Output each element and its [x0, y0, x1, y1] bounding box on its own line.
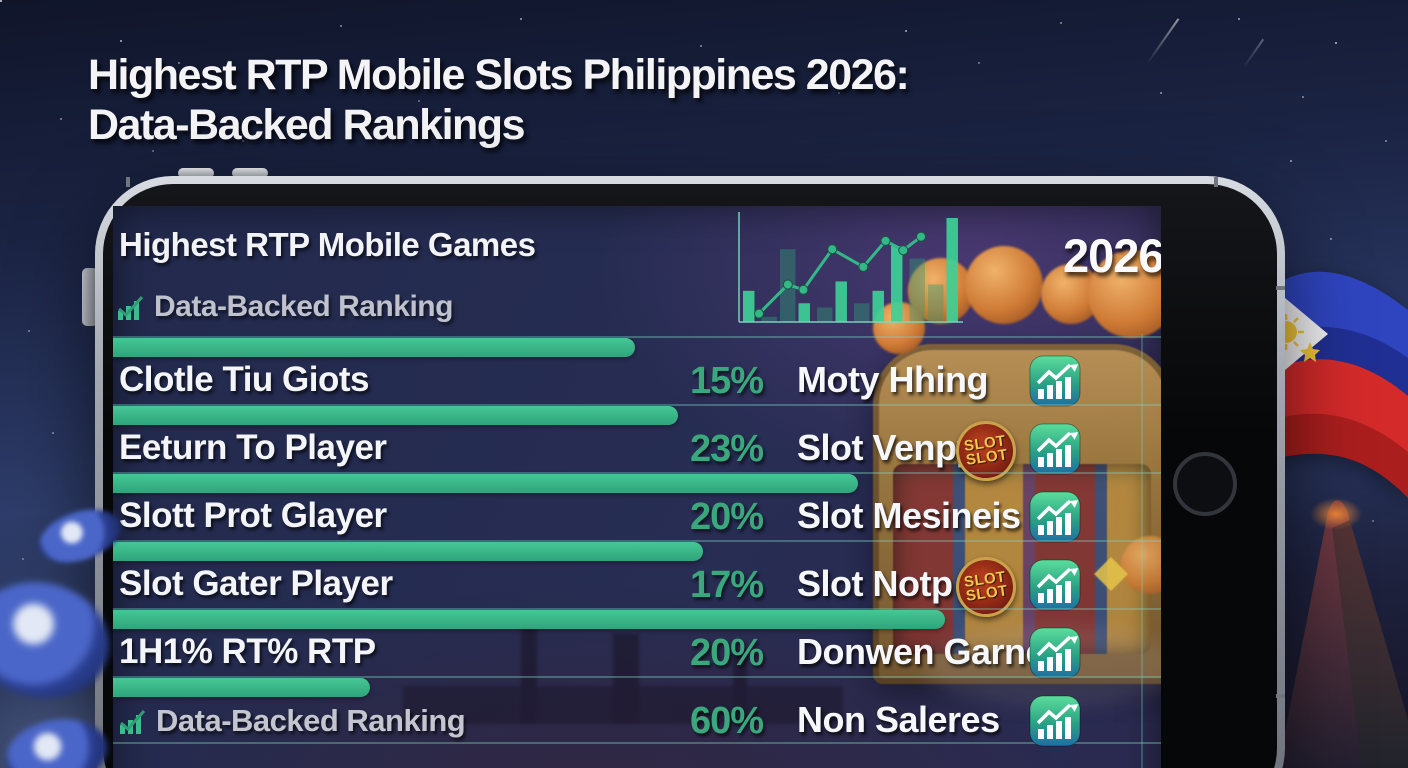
- page-title: Highest RTP Mobile Slots Philippines 202…: [88, 50, 910, 150]
- row-percent: 15%: [689, 360, 764, 402]
- row-percent: 17%: [689, 564, 764, 606]
- row-content: Clotle Tiu Giots 15% Moty Hhing SLOT SLO…: [113, 355, 1161, 407]
- row-bar-track: [113, 338, 1161, 357]
- shooting-star-streak: [1241, 38, 1265, 70]
- phone-volume-button[interactable]: [232, 168, 268, 178]
- slot-badge-text: SLOT: [964, 446, 1009, 469]
- phone-mockup: Highest RTP Mobile Games Data-Backed Ran…: [32, 176, 1285, 768]
- antenna-seam: [1276, 694, 1285, 698]
- ranking-row: Slot Gater Player 17% Slot Notp SLOT SLO…: [113, 540, 1161, 621]
- antenna-seam: [1214, 177, 1218, 187]
- antenna-seam: [126, 177, 130, 187]
- ranking-row: Data-Backed Ranking 60% Non Saleres SLOT…: [113, 676, 1161, 747]
- row-content: Data-Backed Ranking 60% Non Saleres SLOT…: [113, 695, 1161, 747]
- row-percent: 23%: [689, 428, 764, 470]
- app-name: Donwen Garne: [797, 631, 1046, 672]
- row-bar-track: [113, 406, 1161, 425]
- casino-chip-icon: [1121, 536, 1161, 594]
- ranking-list: Clotle Tiu Giots 15% Moty Hhing SLOT SLO…: [113, 336, 1161, 747]
- row-label-text: Slot Gater Player: [119, 564, 393, 603]
- row-bar-track: [113, 474, 1161, 493]
- row-label: Slot Gater Player: [119, 564, 393, 604]
- app-name: Slot Notp: [797, 563, 953, 604]
- row-percent: 60%: [689, 700, 764, 742]
- row-label: 1H1% RT% RTP: [119, 632, 376, 672]
- panel-divider-line: [1141, 334, 1143, 768]
- row-content: 1H1% RT% RTP 20% Donwen Garne SLOT SLOT: [113, 627, 1161, 679]
- page-title-line2: Data-Backed Rankings: [88, 101, 526, 149]
- ranking-row: 1H1% RT% RTP 20% Donwen Garne SLOT SLOT: [113, 608, 1161, 679]
- philippine-flag: [1266, 271, 1408, 498]
- app-name: Moty Hhing: [797, 359, 988, 400]
- row-percent: 20%: [689, 632, 764, 674]
- row-bar-fill: [113, 678, 370, 697]
- row-content: Eeturn To Player 23% Slot Venpy SLOT SLO…: [113, 417, 1161, 485]
- row-label-text: Clotle Tiu Giots: [119, 360, 369, 399]
- trend-bars-check-icon: [120, 709, 146, 734]
- city-skyline-silhouette: [403, 594, 843, 724]
- phone-screen: Highest RTP Mobile Games Data-Backed Ran…: [113, 206, 1161, 768]
- antenna-seam: [1276, 286, 1285, 290]
- screen-subtitle-label: Data-Backed Ranking: [154, 290, 453, 323]
- slot-badge-text: SLOT: [964, 582, 1009, 605]
- growth-app-icon[interactable]: [1029, 695, 1081, 747]
- year-label: 2026: [1063, 229, 1161, 282]
- row-label-text: Slott Prot Glayer: [119, 496, 387, 535]
- row-bar-fill: [113, 474, 859, 493]
- growth-app-icon[interactable]: [1029, 559, 1081, 611]
- growth-app-icon[interactable]: [1029, 491, 1081, 543]
- row-bar-track: [113, 610, 1161, 629]
- trend-bars-check-icon: [118, 295, 144, 320]
- row-percent: 20%: [689, 496, 764, 538]
- row-content: Slott Prot Glayer 20% Slot Mesineis SLOT…: [113, 491, 1161, 543]
- row-bar-fill: [113, 338, 635, 357]
- row-content: Slot Gater Player 17% Slot Notp SLOT SLO…: [113, 553, 1161, 621]
- ranking-row: Eeturn To Player 23% Slot Venpy SLOT SLO…: [113, 404, 1161, 485]
- row-label: Clotle Tiu Giots: [119, 360, 369, 400]
- row-bar-fill: [113, 406, 678, 425]
- volcano-illustration: [1278, 498, 1408, 768]
- row-bar-track: [113, 542, 1161, 561]
- trend-chart: [738, 212, 963, 323]
- row-bar-fill: [113, 542, 704, 561]
- row-label: Slott Prot Glayer: [119, 496, 387, 536]
- casino-chip-icon: [1088, 250, 1161, 338]
- screen-subtitle: Data-Backed Ranking: [117, 290, 453, 324]
- screen-title: Highest RTP Mobile Games: [119, 226, 536, 263]
- phone-volume-button[interactable]: [178, 168, 214, 178]
- growth-app-icon[interactable]: [1029, 423, 1081, 475]
- app-name: Slot Venpy: [797, 427, 977, 468]
- row-label-text: Eeturn To Player: [119, 428, 387, 467]
- row-label-text: 1H1% RT% RTP: [119, 632, 376, 671]
- row-bar-fill: [113, 610, 946, 629]
- app-name: Slot Mesineis: [797, 495, 1021, 536]
- ranking-row: Slott Prot Glayer 20% Slot Mesineis SLOT…: [113, 472, 1161, 543]
- row-label: Eeturn To Player: [119, 428, 387, 468]
- row-label-text: Data-Backed Ranking: [156, 703, 466, 738]
- starfield: [0, 0, 2, 2]
- row-bar-track: [113, 678, 1161, 697]
- phone-power-button[interactable]: [82, 268, 98, 326]
- home-button[interactable]: [1173, 452, 1237, 516]
- app-name: Non Saleres: [797, 699, 1000, 740]
- casino-chip-icon: [965, 246, 1043, 324]
- row-label: Data-Backed Ranking: [119, 703, 466, 739]
- growth-app-icon[interactable]: [1029, 355, 1081, 407]
- shooting-star-streak: [1146, 18, 1180, 64]
- ranking-row: Clotle Tiu Giots 15% Moty Hhing SLOT SLO…: [113, 336, 1161, 407]
- page-title-line1: Highest RTP Mobile Slots Philippines 202…: [88, 51, 910, 99]
- growth-app-icon[interactable]: [1029, 627, 1081, 679]
